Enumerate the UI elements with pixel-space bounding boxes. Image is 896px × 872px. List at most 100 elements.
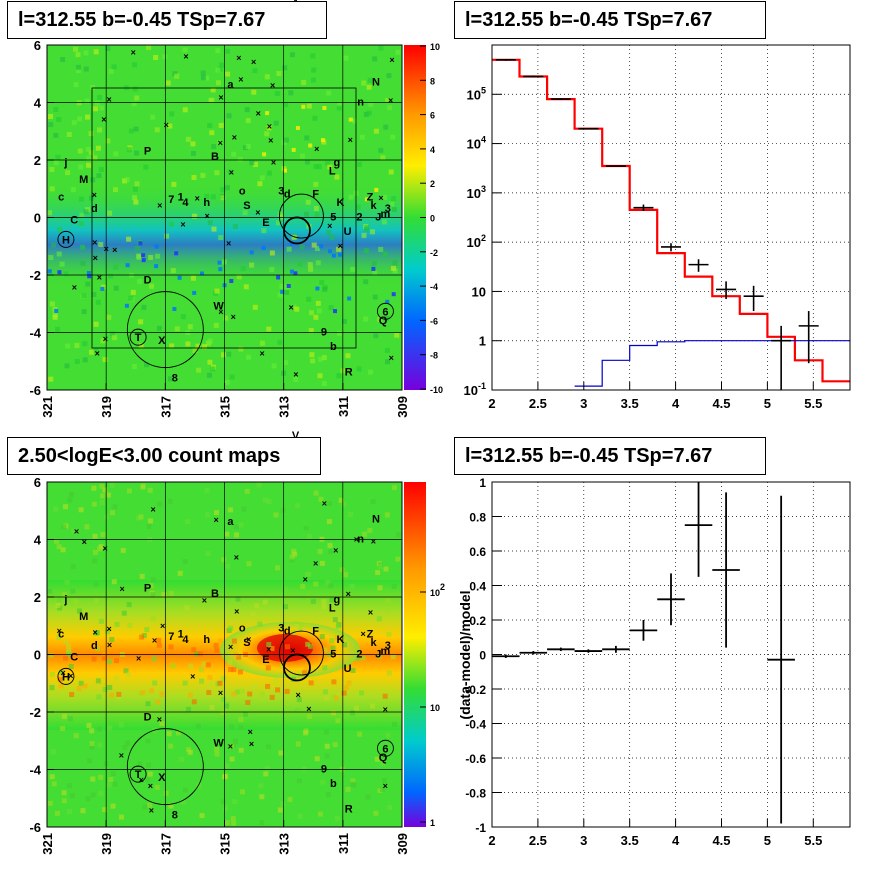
source-x-marker: × [164,120,169,130]
map-pixel [147,487,153,493]
source-x-marker: × [255,208,260,218]
map-pixel [182,680,188,686]
source-x-marker: × [180,219,185,229]
map-pixel [122,745,128,751]
map-pixel [85,114,90,120]
map-pixel-band [331,679,337,685]
map-pixel [277,211,283,217]
map-pixel [227,169,233,175]
source-x-marker: × [152,635,157,645]
source-x-marker: × [268,136,273,146]
map-pixel [97,742,103,748]
map-pixel [381,219,387,225]
map-pixel [166,731,172,737]
map-pixel [309,310,314,316]
map-pixel [351,782,357,788]
map-pixel [148,518,153,524]
map-pixel [190,275,196,281]
map-pixel [298,621,304,627]
map-pixel [305,641,311,647]
source-label: b [330,778,337,790]
x-tick-label: 2.5 [529,396,547,411]
map-pixel [81,309,87,315]
map-pixel [376,653,382,659]
bl-panel-title: 2.50<logE<3.00 count maps [7,437,321,475]
map-pixel [134,95,140,101]
map-pixel [61,713,67,719]
map-pixel [182,47,188,53]
residual-colorbar-ticks: 10 8 6 4 2 0 -2 -4 -6 -8 -10 [420,42,443,395]
map-pixel [181,799,186,805]
map-pixel [391,584,397,590]
map-pixel [86,162,92,168]
map-pixel [385,359,390,365]
map-pixel [207,338,213,344]
map-pixel-low [276,275,281,280]
map-pixel [321,604,327,609]
map-pixel [112,781,118,787]
map-pixel [153,55,159,60]
map-pixel [97,127,102,133]
source-x-marker: × [322,499,327,509]
map-pixel [90,177,96,183]
map-pixel [125,672,131,678]
map-pixel [258,783,264,789]
map-pixel [353,705,359,711]
map-pixel [257,621,263,627]
map-pixel [204,193,210,199]
map-pixel [336,102,342,108]
source-x-marker: × [60,668,65,678]
map-pixel [93,321,99,327]
map-pixel [363,316,369,322]
map-pixel [145,701,151,707]
map-pixel [168,376,173,382]
map-pixel [91,292,97,297]
map-pixel [233,738,238,744]
map-pixel [107,685,113,690]
map-pixel [293,623,299,629]
map-pixel-low [154,244,159,249]
map-pixel [381,706,387,712]
map-pixel [167,123,173,129]
map-pixel [386,670,392,676]
source-label: X [158,335,166,347]
colorbar-tick-label: -2 [430,248,438,258]
map-pixel [217,139,223,145]
map-pixel [280,801,286,807]
map-pixel [170,663,176,669]
source-label: d [91,640,98,652]
map-pixel [174,73,180,79]
map-pixel [213,322,219,328]
map-pixel [61,798,67,804]
count-colorbar-ticks: 102 10 1 [420,582,445,828]
source-label: 3 [385,203,391,215]
map-pixel [390,654,396,660]
map-pixel [70,588,76,594]
map-pixel-band [275,687,281,693]
spectrum-frame [491,44,851,391]
source-x-marker: × [119,584,124,594]
map-pixel [279,663,285,669]
map-pixel [262,599,268,605]
map-pixel [53,132,59,138]
map-pixel [214,288,220,294]
map-pixel-band [333,695,339,701]
map-pixel [266,499,272,505]
source-label: S [243,200,250,212]
map-pixel [131,101,137,107]
map-pixel-band [191,699,197,705]
residual-colorbar [404,45,426,390]
map-pixel [340,501,346,507]
x-tick-label: 5.5 [804,396,822,411]
source-x-marker: × [213,515,218,525]
x-tick-label: 309 [395,833,410,855]
map-pixel [201,75,206,81]
map-pixel [77,116,83,122]
source-label: E [262,217,269,229]
map-pixel [85,796,91,802]
source-x-marker: × [204,211,209,221]
source-x-marker: × [228,642,233,652]
source-x-marker: × [306,704,311,714]
map-pixel [60,726,66,731]
spectrum-series [492,58,850,390]
